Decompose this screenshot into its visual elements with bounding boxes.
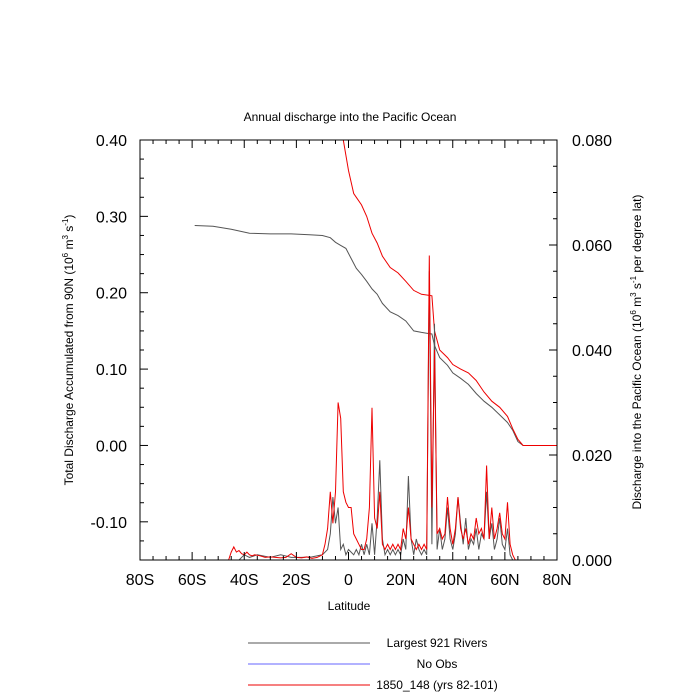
y-axis-left-label: Total Discharge Accumulated from 90N (10…	[61, 215, 76, 486]
legend-label: Largest 921 Rivers	[387, 636, 488, 650]
legend: Largest 921 Rivers No Obs 1850_148 (yrs 82…	[248, 636, 498, 692]
y-left-tick-label: 0.00	[96, 438, 127, 455]
y-left-tick-label: 0.10	[96, 362, 127, 379]
y-right-tick-label: 0.060	[572, 238, 612, 255]
y-right-tick-label: 0.000	[572, 553, 612, 570]
legend-label: No Obs	[417, 657, 458, 671]
y-right-tick-label: 0.040	[572, 343, 612, 360]
series-line-3	[140, 255, 557, 560]
x-tick-label: 20S	[282, 572, 310, 589]
series-line-0	[194, 225, 557, 446]
legend-label: 1850_148 (yrs 82-101)	[376, 678, 497, 692]
y-left-tick-label: 0.20	[96, 286, 127, 303]
y-left-tick-label: 0.30	[96, 209, 127, 226]
x-tick-label: 80N	[542, 572, 571, 589]
y-right-tick-label: 0.020	[572, 448, 612, 465]
x-axis-label: Latitude	[328, 599, 371, 613]
x-tick-label: 40S	[230, 572, 258, 589]
x-tick-label: 60N	[490, 572, 519, 589]
chart-title: Annual discharge into the Pacific Ocean	[244, 110, 457, 124]
series-line-2	[140, 271, 557, 560]
x-tick-label: 60S	[178, 572, 206, 589]
x-tick-label: 20N	[386, 572, 415, 589]
y-left-tick-label: -0.10	[91, 515, 128, 532]
y-left-tick-label: 0.40	[96, 133, 127, 150]
plot-frame	[139, 139, 558, 561]
x-tick-label: 0	[344, 572, 353, 589]
y-axis-right-label: Discharge into the Pacific Ocean (106 m3…	[629, 195, 644, 510]
series-line-1	[342, 140, 557, 446]
x-tick-label: 80S	[126, 572, 154, 589]
x-tick-label: 40N	[438, 572, 467, 589]
y-right-tick-label: 0.080	[572, 133, 612, 150]
